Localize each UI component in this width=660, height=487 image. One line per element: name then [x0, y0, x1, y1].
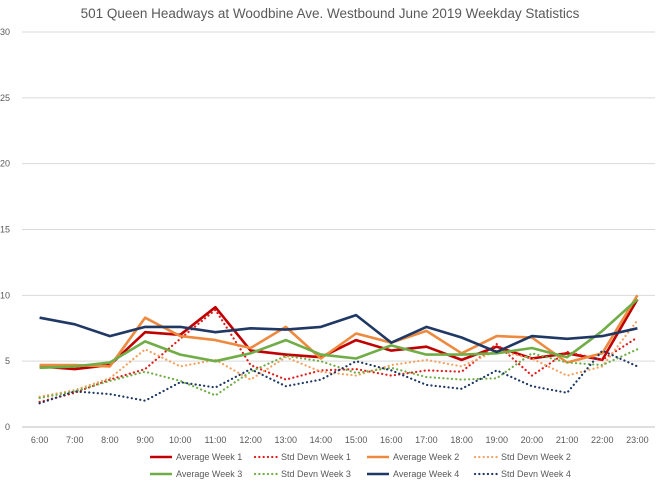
chart-title: 501 Queen Headways at Woodbine Ave. West…: [80, 6, 580, 21]
series-line-7: [39, 313, 638, 354]
x-tick-label: 15:00: [345, 435, 368, 445]
x-tick-label: 6:00: [31, 435, 49, 445]
y-tick-label: 10: [0, 290, 10, 300]
x-tick-label: 10:00: [169, 435, 192, 445]
x-tick-label: 22:00: [591, 435, 614, 445]
x-tick-label: 17:00: [415, 435, 438, 445]
series-line-8: [38, 349, 639, 405]
x-tick-label: 12:00: [239, 435, 262, 445]
y-tick-label: 0: [5, 422, 10, 432]
x-tick-label: 19:00: [485, 435, 508, 445]
series-line-4: [38, 319, 639, 398]
y-tick-label: 20: [0, 159, 10, 169]
series-line-6: [38, 348, 639, 400]
series-line-1: [39, 298, 639, 371]
legend-label: Std Devn Week 3: [281, 469, 351, 479]
x-tick-label: 7:00: [66, 435, 84, 445]
x-tick-label: 20:00: [521, 435, 544, 445]
legend-label: Average Week 1: [176, 452, 242, 462]
series-line-5: [39, 298, 639, 370]
x-tick-label: 11:00: [204, 435, 226, 445]
legend-label: Average Week 3: [176, 469, 242, 479]
legend-label: Average Week 2: [393, 452, 459, 462]
legend-label: Average Week 4: [393, 469, 459, 479]
x-tick-label: 9:00: [136, 435, 154, 445]
x-tick-label: 23:00: [626, 435, 649, 445]
x-tick-label: 14:00: [310, 435, 333, 445]
y-tick-label: 15: [0, 225, 10, 235]
legend-label: Std Devn Week 4: [501, 469, 571, 479]
x-tick-label: 21:00: [556, 435, 579, 445]
x-tick-label: 13:00: [274, 435, 297, 445]
x-tick-label: 8:00: [101, 435, 119, 445]
x-tick-label: 18:00: [450, 435, 473, 445]
x-tick-label: 16:00: [380, 435, 403, 445]
y-tick-label: 5: [5, 356, 10, 366]
y-tick-label: 25: [0, 93, 10, 103]
legend-label: Std Devn Week 2: [501, 452, 571, 462]
y-tick-label: 30: [0, 27, 10, 37]
legend-label: Std Devn Week 1: [281, 452, 351, 462]
series-line-3: [39, 294, 639, 368]
